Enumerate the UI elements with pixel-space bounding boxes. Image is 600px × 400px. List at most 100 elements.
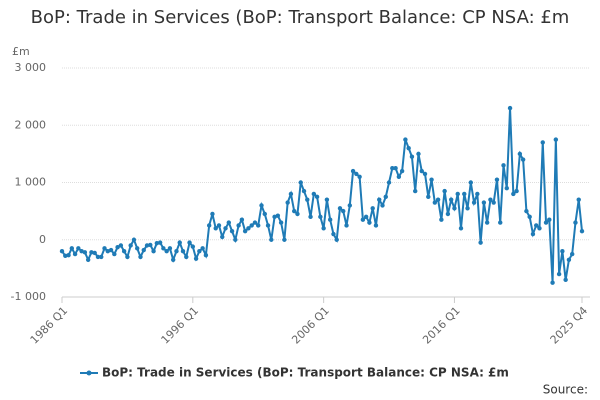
x-tick-label: 2006 Q1 bbox=[289, 304, 332, 347]
data-point bbox=[59, 249, 65, 254]
data-point bbox=[311, 191, 317, 197]
data-point bbox=[501, 163, 506, 168]
data-point bbox=[128, 243, 133, 248]
data-point bbox=[298, 180, 303, 185]
data-point bbox=[102, 246, 107, 251]
data-point bbox=[112, 251, 117, 257]
data-point bbox=[66, 253, 71, 258]
data-point bbox=[331, 231, 336, 237]
data-point bbox=[367, 220, 372, 225]
data-point bbox=[579, 228, 585, 234]
data-point bbox=[161, 246, 166, 251]
data-point bbox=[131, 237, 137, 242]
data-point bbox=[399, 168, 405, 174]
data-point bbox=[324, 197, 330, 202]
y-axis-label: £m bbox=[12, 45, 30, 58]
data-point bbox=[360, 217, 366, 222]
data-point bbox=[363, 214, 369, 220]
data-point bbox=[197, 249, 202, 254]
data-point bbox=[92, 250, 97, 256]
x-tick-label: 1986 Q1 bbox=[28, 304, 71, 347]
data-point bbox=[573, 220, 578, 225]
data-point bbox=[327, 217, 333, 222]
data-point bbox=[252, 220, 258, 225]
data-point bbox=[507, 105, 513, 111]
data-point bbox=[233, 237, 238, 242]
y-tick-label: 2 000 bbox=[15, 118, 47, 131]
data-point bbox=[301, 188, 307, 194]
data-point bbox=[530, 231, 536, 237]
data-point bbox=[488, 197, 493, 202]
data-point bbox=[511, 191, 516, 197]
data-point bbox=[458, 226, 464, 231]
data-point bbox=[439, 217, 444, 222]
data-point bbox=[380, 203, 385, 208]
data-point bbox=[543, 220, 549, 225]
data-point bbox=[354, 171, 359, 177]
data-point bbox=[445, 211, 451, 217]
data-point bbox=[89, 250, 94, 255]
data-point bbox=[63, 253, 68, 258]
data-point bbox=[256, 223, 261, 228]
data-point bbox=[494, 177, 500, 182]
data-point bbox=[478, 240, 483, 245]
data-point bbox=[550, 280, 555, 285]
data-point bbox=[442, 188, 447, 194]
data-point bbox=[95, 254, 101, 260]
data-point bbox=[170, 257, 176, 262]
data-point bbox=[184, 254, 189, 260]
legend-label: BoP: Trade in Services (BoP: Transport B… bbox=[102, 366, 509, 380]
data-point bbox=[517, 151, 523, 157]
data-point bbox=[177, 240, 182, 245]
data-point bbox=[337, 206, 343, 211]
data-point bbox=[504, 186, 509, 191]
data-point bbox=[462, 191, 467, 197]
y-tick-label: 1 000 bbox=[15, 176, 47, 189]
data-point bbox=[563, 277, 568, 283]
data-point bbox=[373, 223, 379, 228]
data-point bbox=[547, 217, 552, 222]
data-point bbox=[534, 223, 539, 228]
data-point bbox=[403, 137, 408, 142]
data-point bbox=[167, 246, 173, 251]
data-point bbox=[200, 246, 205, 251]
data-point bbox=[282, 237, 287, 242]
data-point bbox=[524, 208, 529, 214]
data-point bbox=[242, 228, 248, 234]
data-point bbox=[334, 237, 339, 242]
data-point bbox=[125, 254, 130, 260]
data-point bbox=[481, 200, 487, 205]
data-point bbox=[292, 208, 297, 214]
data-point bbox=[527, 214, 532, 220]
data-point bbox=[154, 240, 160, 246]
y-tick-label: 3 000 bbox=[15, 61, 47, 74]
data-point bbox=[419, 168, 424, 174]
data-point bbox=[239, 217, 245, 222]
y-tick-label: 0 bbox=[39, 233, 46, 246]
data-point bbox=[82, 250, 88, 255]
data-point bbox=[569, 251, 575, 257]
data-point bbox=[187, 240, 192, 245]
data-point bbox=[347, 203, 352, 208]
data-point bbox=[190, 244, 196, 249]
data-point bbox=[566, 257, 572, 262]
data-point bbox=[180, 249, 186, 254]
data-point bbox=[246, 226, 251, 231]
data-point bbox=[174, 249, 179, 254]
data-point bbox=[135, 246, 140, 251]
data-point bbox=[216, 223, 222, 228]
data-point bbox=[236, 223, 241, 228]
data-point bbox=[341, 208, 346, 214]
data-point bbox=[259, 203, 264, 208]
x-tick-label: 2016 Q1 bbox=[420, 304, 463, 347]
data-point bbox=[121, 249, 127, 254]
chart-title: BoP: Trade in Services (BoP: Transport B… bbox=[30, 7, 570, 28]
data-point bbox=[435, 197, 441, 202]
data-point bbox=[556, 271, 562, 277]
data-point bbox=[344, 223, 349, 228]
data-point bbox=[413, 188, 418, 194]
data-point bbox=[278, 220, 284, 225]
data-point bbox=[203, 253, 209, 258]
